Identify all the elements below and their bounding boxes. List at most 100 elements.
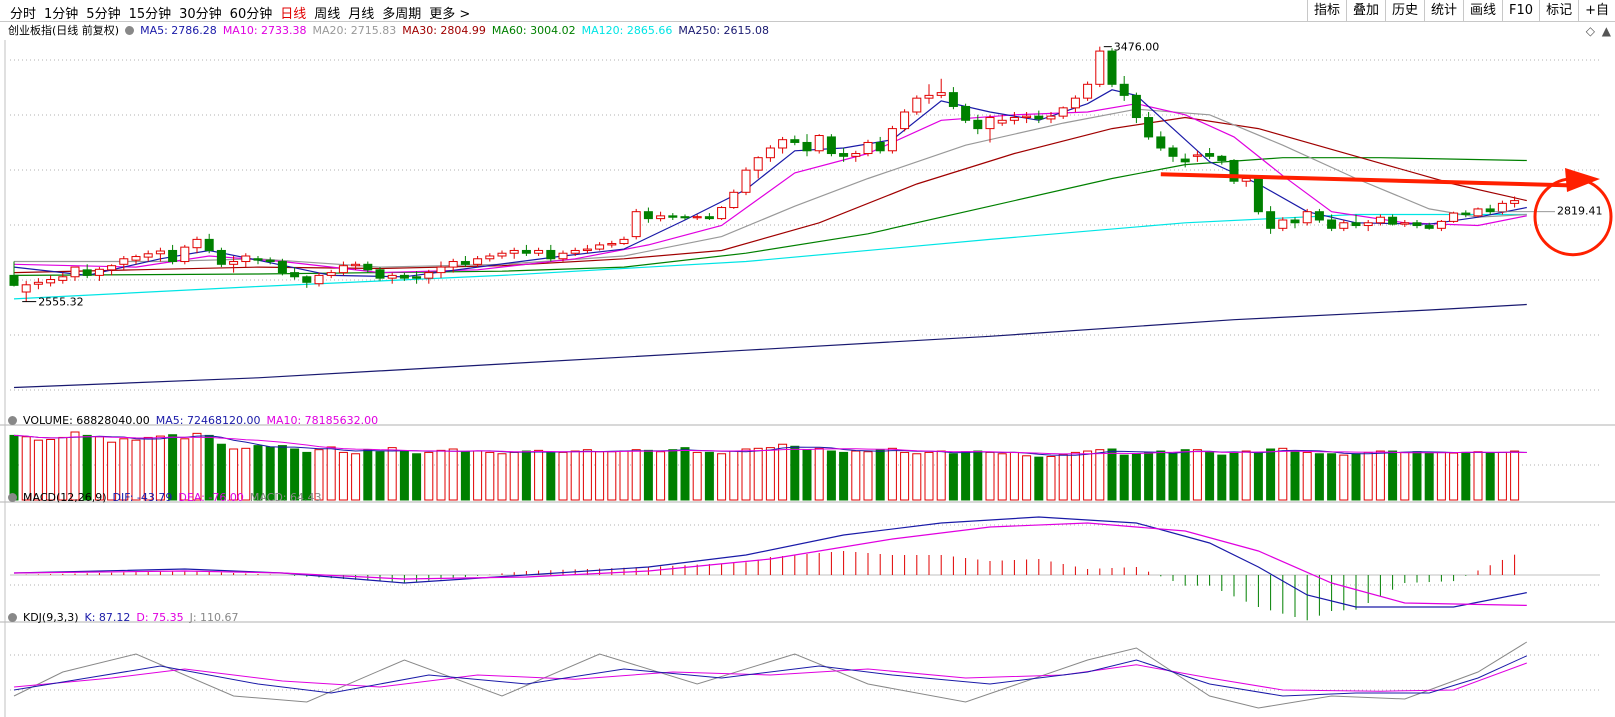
volume-bar [521,450,531,501]
candle-body [1388,216,1398,225]
period-tab-5[interactable]: 60分钟 [229,7,273,22]
macd-header: MACD(12,26,9) DIF: -43.79 DEA: -76.00 MACD:… [8,491,328,505]
candle [1363,220,1373,232]
candle-body [765,147,775,159]
candle [1168,145,1178,162]
candle-body [131,256,141,261]
volume-bar [887,447,897,501]
candle [717,206,727,220]
kdj-d: D: 75.35 [136,611,184,624]
tool-buttons: 指标 叠加 历史 统计 画线 F10 标记 +自 [1306,0,1615,22]
diamond-icon[interactable]: ◇ [1585,24,1595,38]
period-tab-0[interactable]: 分时 [10,7,37,22]
volume-bar [314,449,324,501]
period-tab-10[interactable]: 更多 > [429,7,471,22]
macd-settings-icon[interactable] [8,493,17,502]
volume-bar [668,449,678,501]
candle-body [399,274,409,279]
candle-body [985,117,995,130]
volume-bar [155,435,165,501]
candle-body [1485,208,1495,213]
candle-body [1217,155,1227,161]
period-tab-9[interactable]: 多周期 [382,7,422,22]
candle-body [1107,50,1117,85]
candle [338,261,348,276]
candle-body [900,111,910,130]
volume-bar [1375,450,1385,501]
candle-body [387,274,397,279]
period-tab-3[interactable]: 15分钟 [128,7,172,22]
volume-bar [778,443,788,501]
tool-button-7[interactable]: +自 [1578,0,1615,21]
volume-bar [1266,448,1276,501]
tool-button-1[interactable]: 叠加 [1345,0,1385,21]
volume-bar [412,453,422,501]
candle-body [168,249,178,263]
candle [741,167,751,196]
kdj-settings-icon[interactable] [8,613,17,622]
volume-bar [912,453,922,501]
candle [961,103,971,124]
candle [1095,46,1105,88]
candle [692,214,702,220]
settings-icon[interactable] [125,26,135,35]
candle [802,134,812,157]
candle-body [1205,153,1215,157]
period-tab-7[interactable]: 周线 [314,7,341,22]
volume-bar [692,451,702,501]
period-tab-6[interactable]: 日线 [280,7,307,22]
macd-panel [13,516,1527,621]
tool-button-2[interactable]: 历史 [1385,0,1424,21]
volume-bar [1436,451,1446,501]
collapse-icon[interactable]: ▲ [1601,24,1611,38]
period-tab-2[interactable]: 5分钟 [86,7,121,22]
volume-bar [448,448,458,501]
candle-body [1266,211,1276,229]
tool-button-4[interactable]: 画线 [1463,0,1502,21]
tool-button-6[interactable]: 标记 [1539,0,1578,21]
volume-settings-icon[interactable] [8,416,17,425]
volume-bar [1412,451,1422,501]
volume-bar [961,451,971,501]
volume-bar [509,451,519,501]
candle [863,139,873,157]
candle [1083,81,1093,101]
candle-body [290,272,300,278]
candle [1375,214,1385,226]
candle-body [668,215,678,218]
candle-body [509,249,519,254]
volume-bar [1009,451,1019,501]
candle [192,236,202,254]
candle-body [961,105,971,121]
tool-button-3[interactable]: 统计 [1424,0,1463,21]
candle-body [1497,202,1507,213]
tool-button-0[interactable]: 指标 [1306,0,1346,21]
volume-bar [1131,453,1141,501]
candle [155,247,165,262]
volume-bar [619,450,629,501]
candle [1327,214,1337,232]
period-tab-4[interactable]: 30分钟 [179,7,222,22]
candle-body [1290,219,1300,224]
candle [778,136,788,154]
candle [314,272,324,287]
volume-ma10-line [13,434,1527,455]
volume-bar [1205,451,1215,501]
tool-button-5[interactable]: F10 [1502,0,1539,21]
candle-body [192,238,202,249]
candle-body [412,276,422,279]
volume-bar [985,451,995,501]
volume-bar [570,450,580,501]
candle-body [82,269,92,276]
kdj-header: KDJ(9,3,3) K: 87.12 D: 75.35 J: 110.67 [8,611,245,625]
ma-legend: MA5: 2786.28 MA10: 2733.38 MA20: 2715.83 MA… [140,24,775,37]
candle-body [1022,115,1032,119]
period-tab-1[interactable]: 1分钟 [44,7,79,22]
volume-bar [1083,450,1093,501]
candle [546,244,556,262]
candle-body [1510,200,1520,204]
volume-bar [1388,450,1398,501]
period-tab-8[interactable]: 月线 [348,7,375,22]
candle-body [253,258,263,261]
candle [58,272,68,284]
